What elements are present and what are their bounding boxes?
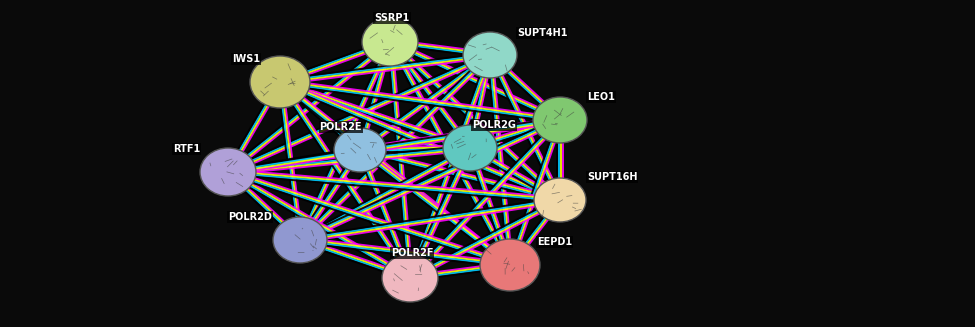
Ellipse shape <box>200 148 256 196</box>
Text: POLR2F: POLR2F <box>391 248 433 258</box>
Ellipse shape <box>273 217 327 263</box>
Ellipse shape <box>463 32 517 78</box>
Ellipse shape <box>443 125 497 171</box>
Ellipse shape <box>533 97 587 143</box>
Ellipse shape <box>382 254 438 302</box>
Text: SSRP1: SSRP1 <box>374 13 410 23</box>
Text: RTF1: RTF1 <box>173 144 200 154</box>
Ellipse shape <box>362 18 418 66</box>
Text: POLR2E: POLR2E <box>320 122 362 132</box>
Text: EEPD1: EEPD1 <box>537 237 572 247</box>
Ellipse shape <box>250 56 310 108</box>
Text: POLR2G: POLR2G <box>472 120 516 130</box>
Text: SUPT4H1: SUPT4H1 <box>517 28 567 38</box>
Text: IWS1: IWS1 <box>232 54 260 64</box>
Text: LEO1: LEO1 <box>587 92 615 102</box>
Ellipse shape <box>534 178 586 222</box>
Text: SUPT16H: SUPT16H <box>587 172 638 182</box>
Ellipse shape <box>480 239 540 291</box>
Text: POLR2D: POLR2D <box>228 212 272 222</box>
Ellipse shape <box>334 128 386 172</box>
